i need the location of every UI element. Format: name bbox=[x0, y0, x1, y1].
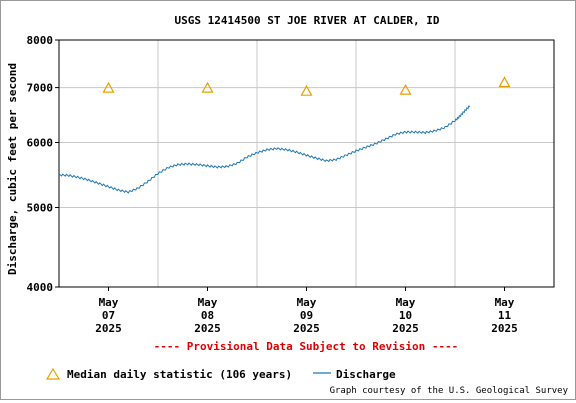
y-tick-label: 8000 bbox=[27, 34, 54, 47]
discharge-series-line bbox=[58, 105, 471, 194]
median-point bbox=[201, 81, 214, 93]
chart-title: USGS 12414500 ST JOE RIVER AT CALDER, ID bbox=[175, 14, 440, 27]
plot-border bbox=[58, 39, 555, 288]
x-tick-label: 2025 bbox=[491, 322, 518, 335]
median-point bbox=[300, 84, 313, 96]
y-tick-label: 6000 bbox=[27, 137, 54, 150]
legend-discharge-label: Discharge bbox=[336, 368, 396, 381]
legend-median-marker bbox=[45, 367, 61, 380]
x-tick-label: May bbox=[495, 296, 515, 309]
median-point bbox=[399, 83, 412, 95]
x-tick-label: 08 bbox=[201, 309, 214, 322]
y-tick-label: 4000 bbox=[27, 281, 54, 294]
x-tick-label: 2025 bbox=[293, 322, 320, 335]
y-tick-labels: 4000 5000 6000 7000 8000 bbox=[27, 34, 54, 294]
legend-median-label: Median daily statistic (106 years) bbox=[67, 368, 292, 381]
x-tick-labels: May072025May082025May092025May102025May1… bbox=[95, 296, 518, 335]
x-tick-label: 09 bbox=[300, 309, 313, 322]
x-tick-label: 10 bbox=[399, 309, 412, 322]
usgs-credit: Graph courtesy of the U.S. Geological Su… bbox=[330, 386, 569, 396]
x-tick-label: May bbox=[396, 296, 416, 309]
y-axis-label: Discharge, cubic feet per second bbox=[6, 63, 19, 275]
x-tick-label: May bbox=[198, 296, 218, 309]
median-point bbox=[102, 81, 115, 93]
provisional-notice: ---- Provisional Data Subject to Revisio… bbox=[154, 340, 459, 353]
plot-area bbox=[58, 39, 555, 288]
x-tick-label: May bbox=[297, 296, 317, 309]
y-tick-label: 5000 bbox=[27, 201, 54, 214]
median-point bbox=[498, 76, 511, 88]
x-tick-label: 2025 bbox=[194, 322, 221, 335]
y-tick-label: 7000 bbox=[27, 82, 54, 95]
x-tick-label: 07 bbox=[102, 309, 115, 322]
x-tick-label: 2025 bbox=[392, 322, 419, 335]
x-tick-label: 11 bbox=[498, 309, 512, 322]
x-tick-label: May bbox=[99, 296, 119, 309]
x-tick-label: 2025 bbox=[95, 322, 122, 335]
gridlines bbox=[55, 39, 554, 291]
